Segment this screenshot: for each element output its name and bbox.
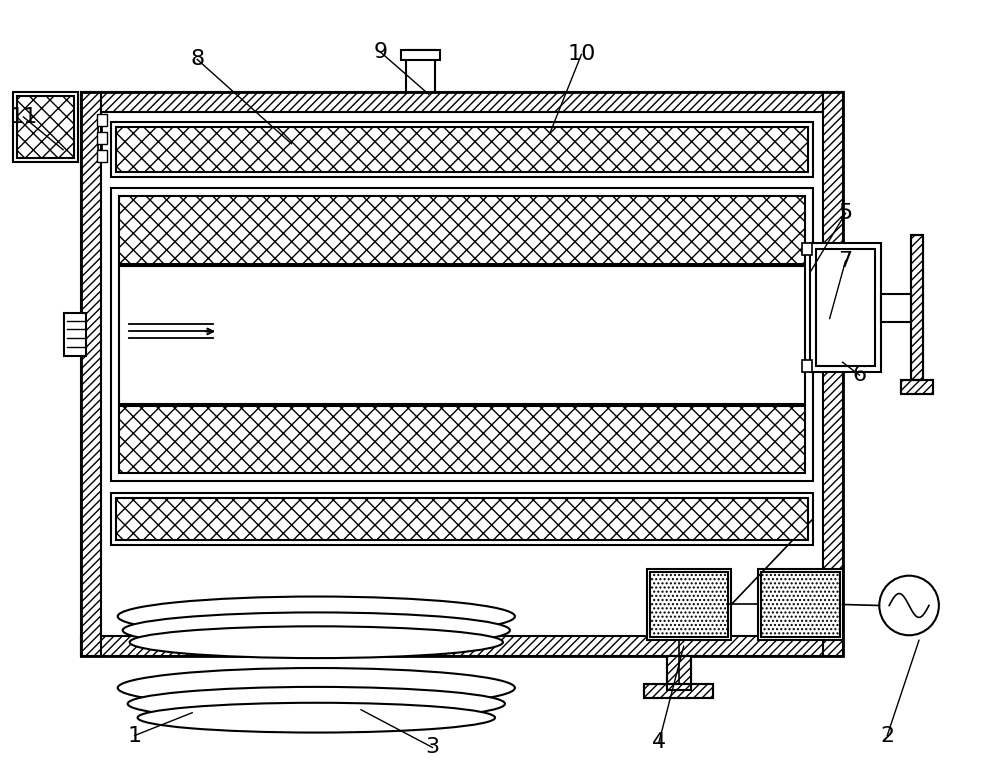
Bar	[119, 406, 805, 474]
Ellipse shape	[118, 597, 515, 637]
Text: 1: 1	[128, 726, 142, 745]
Bar	[758, 568, 843, 640]
Bar	[802, 360, 812, 372]
Ellipse shape	[128, 687, 505, 720]
Bar	[911, 235, 923, 380]
Bar	[81, 92, 101, 656]
Text: 9: 9	[374, 42, 388, 63]
Ellipse shape	[118, 668, 515, 708]
Bar	[111, 122, 813, 176]
Bar	[81, 92, 843, 656]
Bar	[802, 243, 812, 255]
Ellipse shape	[123, 612, 510, 648]
Bar	[111, 493, 813, 545]
Bar	[97, 114, 107, 126]
Ellipse shape	[138, 703, 495, 733]
Bar	[911, 235, 923, 380]
Bar	[667, 656, 691, 690]
Bar	[881, 294, 911, 322]
Text: 7: 7	[838, 251, 853, 271]
Text: 2: 2	[880, 726, 894, 745]
Text: 3: 3	[425, 738, 440, 757]
Bar	[13, 92, 78, 161]
Bar	[17, 96, 74, 157]
Bar	[119, 266, 805, 404]
Bar	[97, 132, 107, 144]
Text: 6: 6	[852, 365, 866, 385]
Bar	[116, 127, 808, 171]
Bar	[644, 684, 713, 698]
Bar	[810, 243, 881, 372]
Text: 11: 11	[9, 107, 38, 127]
Bar	[901, 380, 933, 394]
Bar	[64, 312, 86, 356]
Bar	[111, 189, 813, 482]
Text: 4: 4	[652, 732, 666, 752]
Bar	[81, 92, 843, 112]
Bar	[823, 92, 843, 656]
Text: 5: 5	[838, 204, 853, 223]
Bar	[901, 380, 933, 394]
Bar	[650, 572, 728, 637]
Bar	[101, 112, 823, 637]
Bar	[761, 572, 840, 637]
Bar	[119, 197, 805, 264]
Bar	[116, 498, 808, 540]
Text: 8: 8	[190, 49, 204, 70]
Text: 10: 10	[567, 45, 596, 64]
Bar	[81, 637, 843, 656]
Bar	[647, 568, 731, 640]
Bar	[401, 50, 440, 60]
Bar	[667, 656, 691, 690]
Bar	[816, 249, 875, 366]
Bar	[644, 684, 713, 698]
Circle shape	[879, 576, 939, 635]
Bar	[97, 150, 107, 161]
Bar	[81, 92, 843, 656]
Ellipse shape	[130, 626, 503, 658]
Bar	[406, 50, 435, 92]
